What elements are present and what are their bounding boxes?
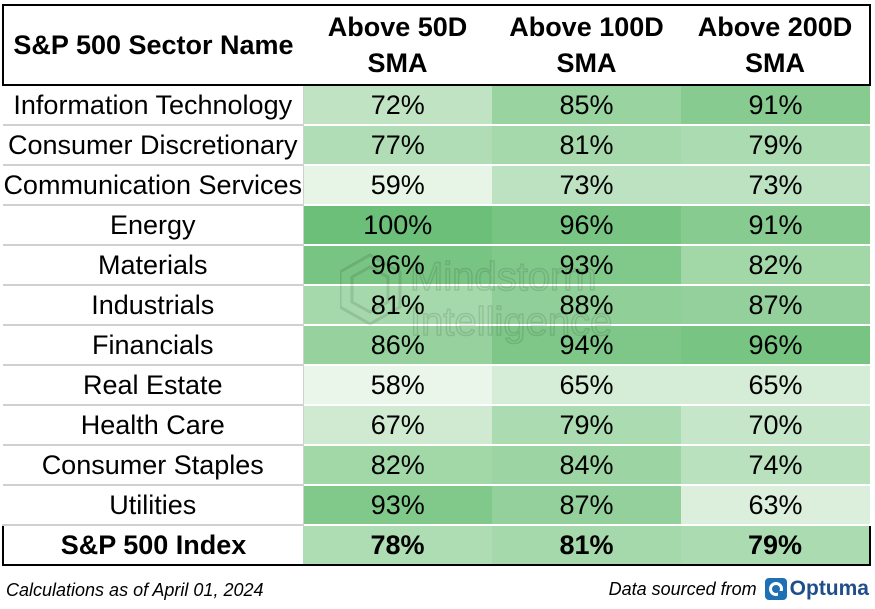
header-col-1: Above 50D SMA <box>303 4 492 86</box>
optuma-mark-icon <box>764 578 787 600</box>
value-cell: 79% <box>681 125 870 166</box>
header-text: SMA <box>556 48 617 78</box>
table-row: Industrials 81% 88% 87% <box>3 285 870 326</box>
value-cell: 65% <box>681 365 870 406</box>
sector-name-cell: Real Estate <box>3 365 304 406</box>
header-text: SMA <box>745 48 805 78</box>
value-cell: 91% <box>681 205 870 246</box>
sector-name-cell: Information Technology <box>3 85 304 126</box>
value-cell: 88% <box>492 285 681 326</box>
sector-name-cell: Energy <box>3 205 304 246</box>
sector-name-cell: Materials <box>3 245 304 286</box>
header-col-3: Above 200D SMA <box>681 4 871 86</box>
value-cell: 82% <box>303 445 492 486</box>
total-value-cell: 78% <box>303 524 492 566</box>
value-cell: 87% <box>681 285 870 326</box>
header-text: Above 100D <box>509 11 664 42</box>
total-value-cell: 79% <box>681 524 871 566</box>
header-text: Above 50D <box>327 11 468 42</box>
value-cell: 96% <box>303 245 492 286</box>
header-text: Above 200D <box>697 11 853 42</box>
header-text: S&P 500 Sector Name <box>13 29 294 60</box>
table-row: Health Care 67% 79% 70% <box>3 405 870 446</box>
value-cell: 93% <box>492 245 681 286</box>
value-cell: 70% <box>681 405 870 446</box>
table-row: Consumer Staples 82% 84% 74% <box>3 445 870 486</box>
table-row: Utilities 93% 87% 63% <box>3 485 870 526</box>
sector-name-cell: Communication Services <box>3 165 304 206</box>
sector-name-cell: Industrials <box>3 285 304 326</box>
data-source-credit: Data sourced from Optuma <box>609 577 869 601</box>
value-cell: 87% <box>492 485 681 526</box>
value-cell: 93% <box>303 485 492 526</box>
table-body: Information Technology 72% 85% 91% Consumer … <box>2 85 871 566</box>
value-cell: 73% <box>681 165 870 206</box>
table-row: Communication Services 59% 73% 73% <box>3 165 870 206</box>
table-row: Financials 86% 94% 96% <box>3 325 870 366</box>
header-text: SMA <box>367 48 428 78</box>
value-cell: 74% <box>681 445 870 486</box>
sector-name-cell: Financials <box>3 325 304 366</box>
table-row: Real Estate 58% 65% 65% <box>3 365 870 406</box>
sector-name-cell: Consumer Staples <box>3 445 304 486</box>
value-cell: 72% <box>303 85 492 126</box>
total-value-cell: 81% <box>492 524 681 566</box>
header-col-2: Above 100D SMA <box>492 4 681 86</box>
value-cell: 59% <box>303 165 492 206</box>
value-cell: 79% <box>492 405 681 446</box>
table-row: Information Technology 72% 85% 91% <box>3 85 870 126</box>
table-row: Energy 100% 96% 91% <box>3 205 870 246</box>
value-cell: 65% <box>492 365 681 406</box>
sector-breadth-table: S&P 500 Sector Name Above 50D SMA Above 100… <box>2 4 871 566</box>
value-cell: 81% <box>303 285 492 326</box>
sector-name-cell: Consumer Discretionary <box>3 125 304 166</box>
value-cell: 63% <box>681 485 870 526</box>
table-row: Materials 96% 93% 82% <box>3 245 870 286</box>
value-cell: 96% <box>492 205 681 246</box>
source-label: Data sourced from <box>608 578 757 599</box>
sector-table-container: S&P 500 Sector Name Above 50D SMA Above 100… <box>2 4 871 566</box>
value-cell: 58% <box>303 365 492 406</box>
value-cell: 84% <box>492 445 681 486</box>
value-cell: 77% <box>303 125 492 166</box>
value-cell: 96% <box>681 325 870 366</box>
optuma-brand-text: Optuma <box>789 577 869 600</box>
header-sector-name: S&P 500 Sector Name <box>2 4 303 86</box>
table-row: Consumer Discretionary 77% 81% 79% <box>3 125 870 166</box>
total-name-cell: S&P 500 Index <box>2 524 303 566</box>
total-row: S&P 500 Index 78% 81% 79% <box>2 524 871 566</box>
value-cell: 67% <box>303 405 492 446</box>
value-cell: 94% <box>492 325 681 366</box>
header-row: S&P 500 Sector Name Above 50D SMA Above 100… <box>2 4 871 86</box>
value-cell: 82% <box>681 245 870 286</box>
sector-name-cell: Utilities <box>3 485 304 526</box>
value-cell: 86% <box>303 325 492 366</box>
calculation-date-note: Calculations as of April 01, 2024 <box>6 580 264 600</box>
value-cell: 81% <box>492 125 681 166</box>
value-cell: 91% <box>681 85 870 126</box>
optuma-logo: Optuma <box>764 577 869 601</box>
value-cell: 73% <box>492 165 681 206</box>
value-cell: 100% <box>303 205 492 246</box>
value-cell: 85% <box>492 85 681 126</box>
sector-name-cell: Health Care <box>3 405 304 446</box>
